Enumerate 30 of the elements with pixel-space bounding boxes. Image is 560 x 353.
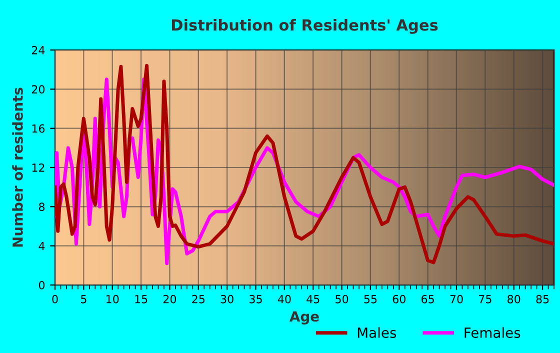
y-tick-label: 16	[32, 124, 45, 133]
x-tick-label: 80	[508, 294, 520, 304]
x-tick-label: 75	[479, 295, 492, 304]
x-tick-label: 65	[422, 294, 434, 304]
y-tick-label: 20	[32, 85, 45, 94]
x-tick-label: 5	[81, 295, 86, 304]
y-tick-label: 24	[32, 46, 45, 54]
x-tick-label: 25	[192, 294, 204, 304]
x-tick-label: 45	[306, 295, 320, 304]
x-tick-label: 15	[135, 295, 148, 304]
y-tick-label: 4	[38, 242, 45, 250]
y-tick-label: 8	[38, 202, 45, 212]
y-axis-title: Number of residents	[12, 88, 23, 247]
x-tick-label: 20	[163, 294, 176, 304]
x-tick-label: 0	[52, 294, 58, 304]
legend-label: Females	[464, 327, 520, 338]
x-axis-title: Age	[290, 311, 319, 324]
x-tick-label: 55	[364, 295, 377, 304]
x-tick-label: 35	[250, 294, 262, 304]
legend-label: Males	[358, 327, 396, 338]
x-tick-label: 70	[450, 294, 463, 304]
y-tick-label: 0	[38, 280, 45, 290]
y-tick-label: 12	[32, 163, 44, 172]
x-tick-label: 50	[336, 294, 348, 304]
x-tick-label: 85	[536, 294, 549, 304]
chart-title: Distribution of Residents' Ages	[172, 18, 438, 34]
x-tick-label: 30	[220, 294, 234, 304]
x-tick-label: 10	[106, 294, 119, 304]
x-tick-label: 40	[278, 294, 291, 304]
x-tick-label: 60	[392, 294, 406, 304]
